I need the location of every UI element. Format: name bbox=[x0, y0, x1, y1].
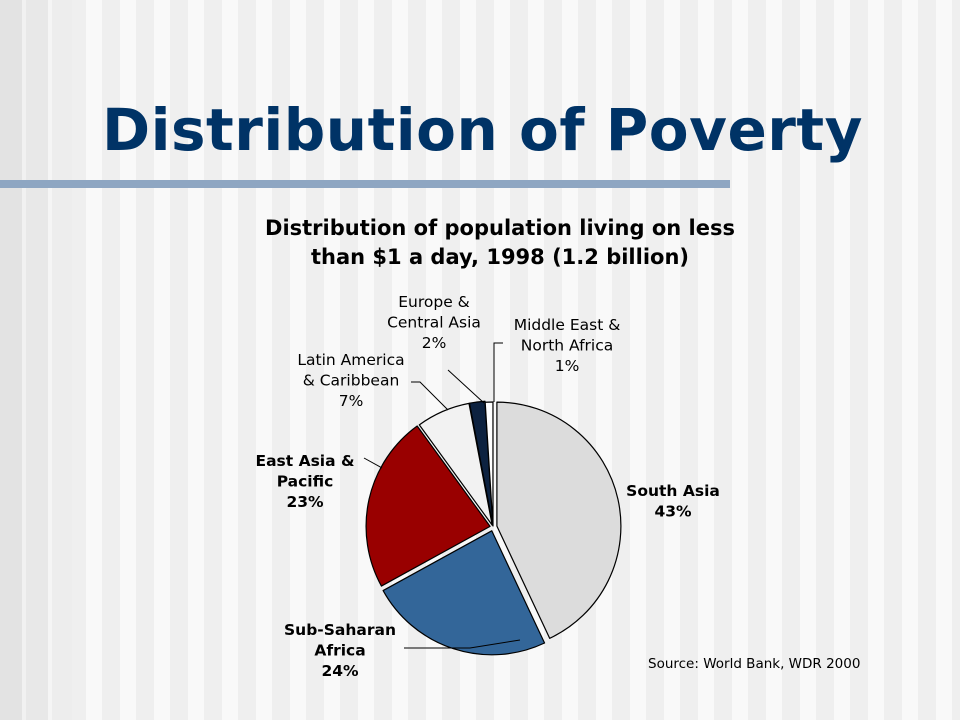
slice-label-europe-central-asia: Europe & Central Asia 2% bbox=[387, 293, 481, 352]
slice-label-line: Latin America bbox=[297, 351, 404, 369]
leader-line-europe-central-asia bbox=[447, 369, 485, 404]
pie-slice-middle-east-north-africa bbox=[484, 401, 494, 527]
slice-label-line: 43% bbox=[654, 503, 692, 521]
slice-label-line: Europe & bbox=[398, 293, 470, 311]
slide-title: Distribution of Poverty bbox=[102, 96, 863, 164]
leader-line-middle-east-north-africa bbox=[493, 342, 503, 402]
leader-line-latin-america-caribbean bbox=[411, 381, 449, 411]
slice-label-south-asia: South Asia 43% bbox=[626, 482, 720, 521]
slice-label-line: North Africa bbox=[521, 337, 614, 355]
slice-label-line: 7% bbox=[339, 392, 364, 410]
slice-label-east-asia-pacific: East Asia & Pacific 23% bbox=[256, 452, 355, 511]
slice-label-sub-saharan-africa: Sub-Saharan Africa 24% bbox=[284, 621, 396, 680]
slice-label-line: & Caribbean bbox=[303, 372, 400, 390]
leader-line-sub-saharan-africa bbox=[404, 639, 521, 649]
chart-title: Distribution of population living on les… bbox=[200, 214, 800, 272]
slice-label-line: Pacific bbox=[277, 473, 334, 491]
pie-slice-east-asia-pacific bbox=[365, 425, 491, 587]
slice-labels: South Asia 43% Sub-Saharan Africa 24% East As… bbox=[256, 293, 720, 680]
pie-slices bbox=[365, 400, 622, 656]
source-note: Source: World Bank, WDR 2000 bbox=[648, 656, 861, 672]
slice-label-line: South Asia bbox=[626, 482, 720, 500]
slice-label-line: Africa bbox=[314, 642, 365, 660]
chart-title-line-1: Distribution of population living on les… bbox=[265, 216, 735, 240]
pie-slice-south-asia bbox=[496, 401, 622, 639]
slice-label-line: Middle East & bbox=[514, 316, 621, 334]
slice-label-line: 1% bbox=[555, 357, 580, 375]
slice-label-line: 2% bbox=[422, 334, 447, 352]
slice-label-line: 24% bbox=[321, 662, 359, 680]
slice-label-middle-east-north-africa: Middle East & North Africa 1% bbox=[514, 316, 621, 375]
pie-slice-sub-saharan-africa bbox=[382, 530, 546, 656]
leader-line-east-asia-pacific bbox=[363, 457, 383, 469]
slice-label-line: Sub-Saharan bbox=[284, 621, 396, 639]
slice-label-latin-america-caribbean: Latin America & Caribbean 7% bbox=[297, 351, 404, 410]
slice-label-line: 23% bbox=[286, 493, 324, 511]
slice-label-line: East Asia & bbox=[256, 452, 355, 470]
slice-label-line: Central Asia bbox=[387, 314, 481, 332]
pie-slice-europe-central-asia bbox=[468, 400, 494, 526]
chart-title-line-2: than $1 a day, 1998 (1.2 billion) bbox=[310, 245, 689, 269]
title-underline bbox=[0, 180, 730, 188]
